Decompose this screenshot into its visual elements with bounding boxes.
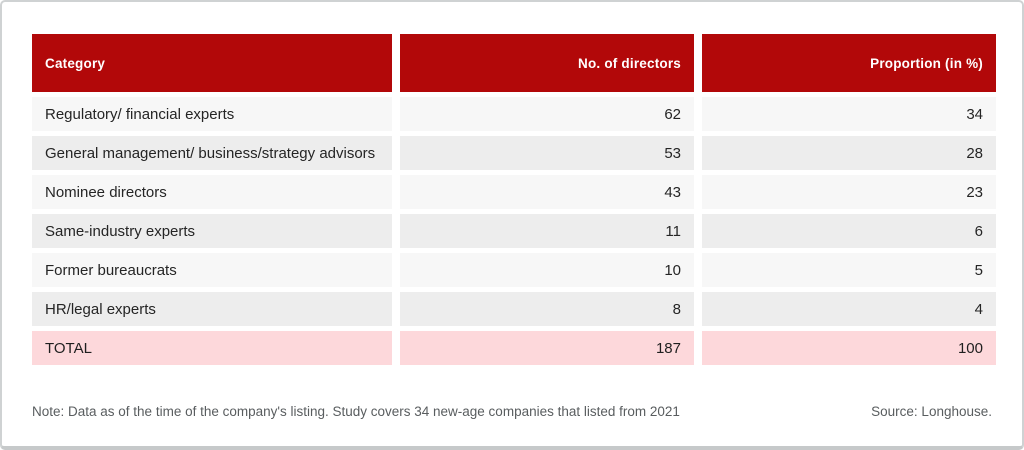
- total-proportion-cell: 100: [702, 331, 996, 365]
- header-label-proportion: Proportion (in %): [870, 55, 983, 71]
- total-directors-cell: 187: [400, 331, 694, 365]
- source-text: Source: Longhouse.: [871, 404, 992, 419]
- category-text: Same-industry experts: [45, 222, 196, 240]
- header-cell-category: Category: [32, 34, 392, 92]
- directors-value: 11: [665, 222, 681, 240]
- proportion-cell: 23: [702, 175, 996, 209]
- proportion-cell: 4: [702, 292, 996, 326]
- total-directors-value: 187: [655, 339, 681, 357]
- note-text: Note: Data as of the time of the company…: [32, 404, 680, 419]
- proportion-value: 5: [974, 261, 983, 279]
- directors-value: 53: [664, 144, 681, 162]
- directors-value: 62: [664, 105, 681, 123]
- category-cell: Nominee directors: [32, 175, 392, 209]
- proportion-cell: 28: [702, 136, 996, 170]
- directors-cell: 8: [400, 292, 694, 326]
- directors-cell: 43: [400, 175, 694, 209]
- directors-cell: 11: [400, 214, 694, 248]
- directors-value: 10: [664, 261, 681, 279]
- category-text: General management/ business/strategy ad…: [45, 144, 376, 162]
- total-label: TOTAL: [45, 339, 92, 357]
- category-cell: General management/ business/strategy ad…: [32, 136, 392, 170]
- header-cell-proportion: Proportion (in %): [702, 34, 996, 92]
- directors-cell: 10: [400, 253, 694, 287]
- proportion-value: 34: [966, 105, 983, 123]
- header-cell-directors: No. of directors: [400, 34, 694, 92]
- category-cell: Regulatory/ financial experts: [32, 97, 392, 131]
- directors-category-table: Category No. of directors Proportion (in…: [32, 34, 996, 365]
- proportion-value: 4: [974, 300, 983, 318]
- directors-cell: 53: [400, 136, 694, 170]
- category-text: Former bureaucrats: [45, 261, 177, 279]
- category-cell: HR/legal experts: [32, 292, 392, 326]
- proportion-value: 23: [966, 183, 983, 201]
- directors-value: 8: [672, 300, 681, 318]
- directors-value: 43: [664, 183, 681, 201]
- header-label-category: Category: [45, 55, 106, 71]
- total-category-cell: TOTAL: [32, 331, 392, 365]
- proportion-cell: 5: [702, 253, 996, 287]
- directors-cell: 62: [400, 97, 694, 131]
- category-cell: Former bureaucrats: [32, 253, 392, 287]
- category-text: HR/legal experts: [45, 300, 156, 318]
- category-text: Nominee directors: [45, 183, 167, 201]
- proportion-cell: 34: [702, 97, 996, 131]
- proportion-value: 28: [966, 144, 983, 162]
- proportion-value: 6: [974, 222, 983, 240]
- category-text: Regulatory/ financial experts: [45, 105, 235, 123]
- header-label-directors: No. of directors: [578, 55, 681, 71]
- category-cell: Same-industry experts: [32, 214, 392, 248]
- proportion-cell: 6: [702, 214, 996, 248]
- total-proportion-value: 100: [957, 339, 983, 357]
